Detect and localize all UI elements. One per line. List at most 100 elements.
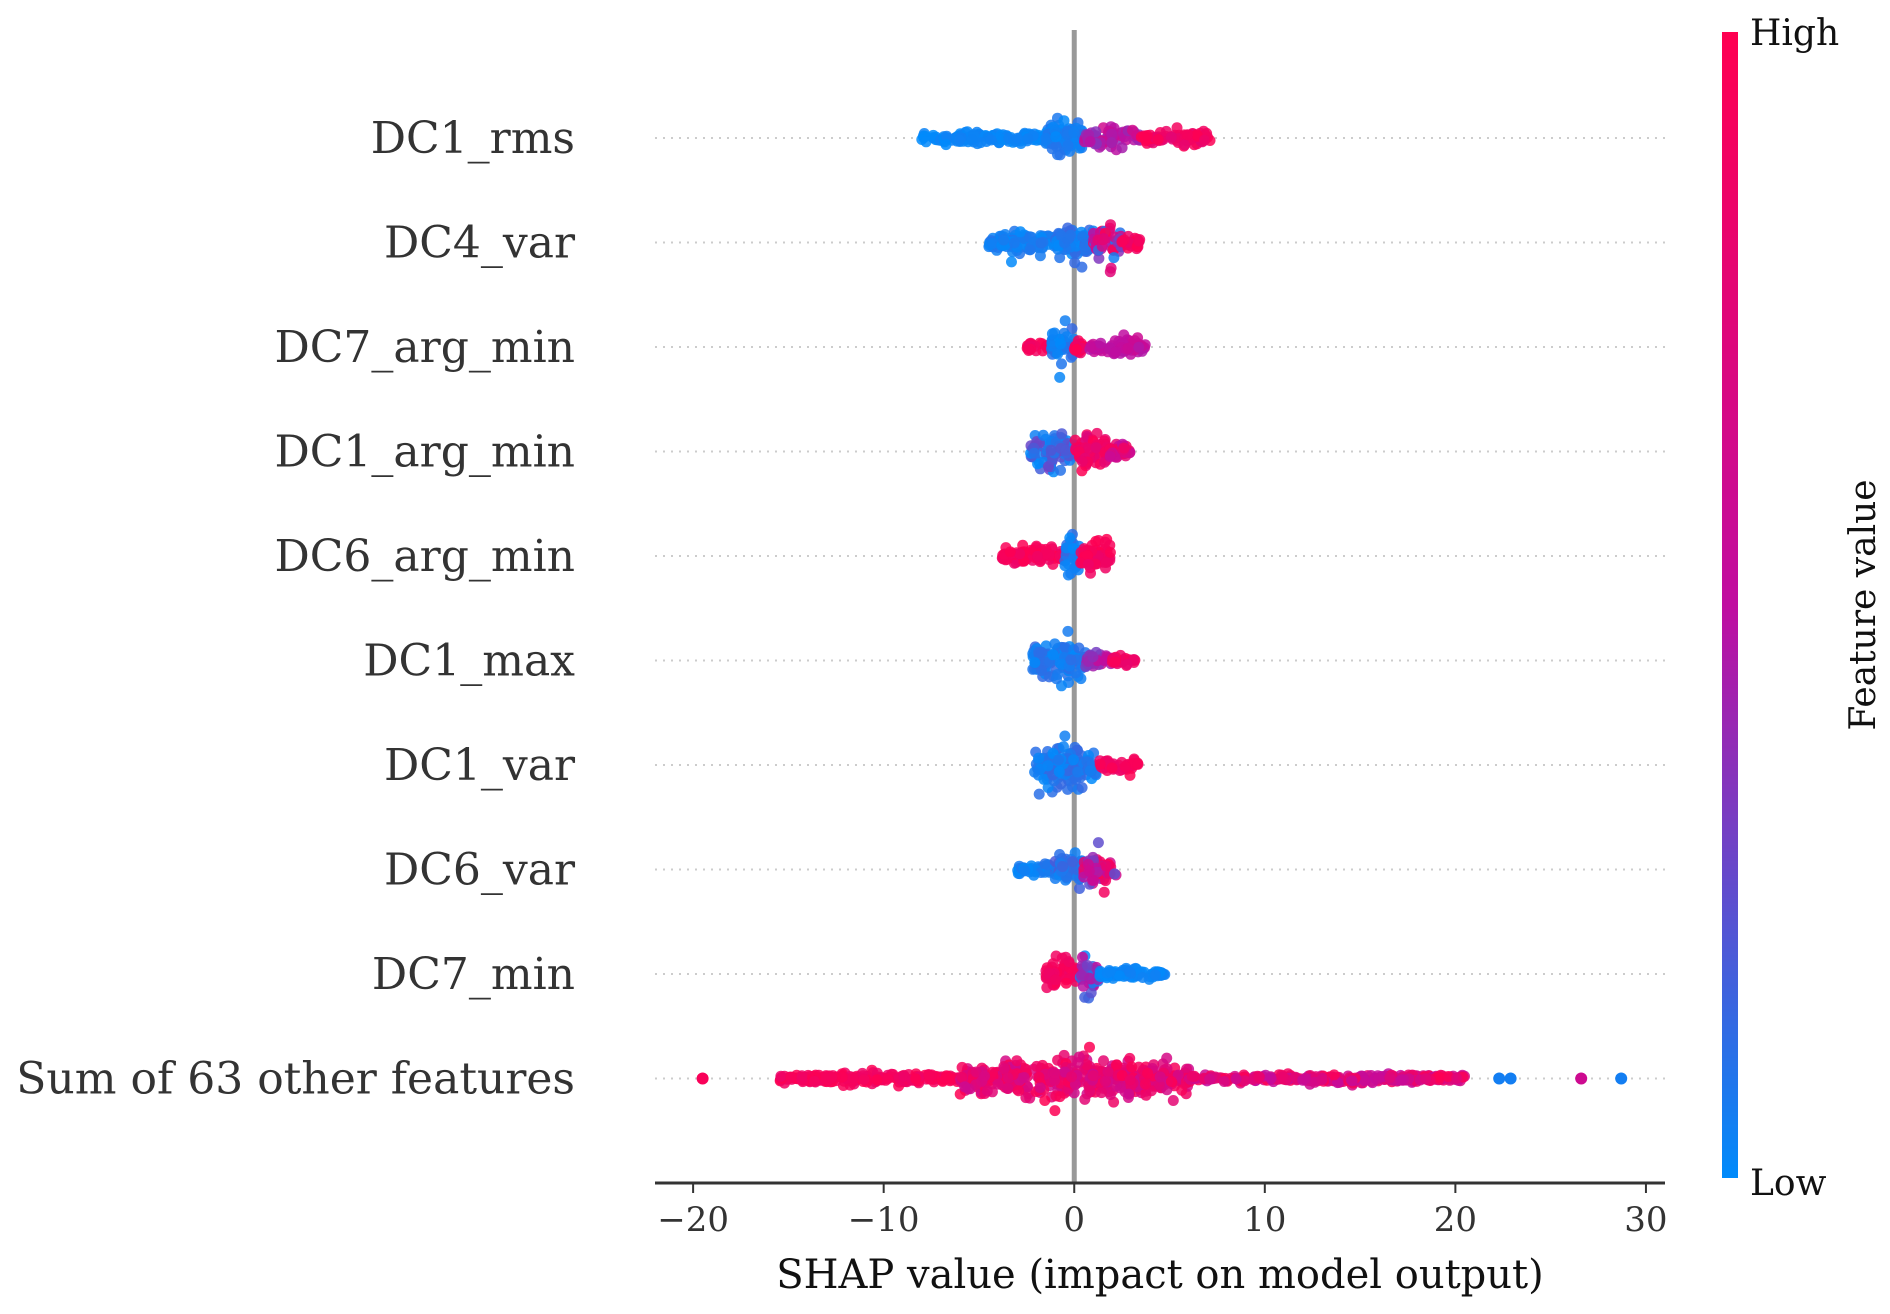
data-point [1076,969,1087,981]
data-point [1077,951,1088,963]
data-point [1033,646,1045,658]
data-point [1076,782,1088,794]
feature-label: DC4_var [384,218,576,269]
data-point [1092,837,1104,849]
data-point [1104,547,1116,558]
data-point [1056,358,1067,370]
data-point [1011,132,1023,144]
data-point [1042,760,1054,772]
data-point [1033,788,1045,800]
x-axis: −20 −10 0 10 20 30 [655,1181,1668,1240]
data-point [1119,761,1131,773]
row-gridlines [655,137,1665,1080]
data-point [956,1071,968,1083]
data-point [1052,669,1064,680]
data-point [1046,340,1058,352]
data-point [1057,861,1068,872]
data-point [1050,131,1062,143]
data-point [941,130,953,142]
data-point [970,1066,982,1078]
data-point [1171,122,1183,134]
data-point [1165,1076,1177,1087]
data-point [1050,974,1062,986]
data-point [1230,1073,1242,1085]
data-point [1085,567,1096,579]
data-point [796,1070,808,1082]
data-point [1088,874,1099,886]
outlier-point [1493,1072,1506,1085]
data-point [910,1073,922,1085]
data-point [1106,762,1118,774]
data-point [1002,1072,1014,1084]
data-point [1204,1073,1216,1085]
data-point [1033,752,1044,764]
data-point [1047,649,1059,661]
data-point [1052,348,1064,360]
data-point [1006,256,1017,268]
beeswarm-points [696,112,1628,1117]
data-point [1067,856,1079,868]
data-point [1054,1091,1066,1103]
data-point [1082,858,1094,870]
data-point [981,1085,993,1097]
data-point [1046,143,1058,155]
data-point [1060,444,1072,456]
data-point [1100,1075,1111,1087]
data-point [1053,766,1065,778]
data-point [1442,1071,1454,1082]
data-point [1079,240,1091,252]
data-point [808,1075,820,1087]
data-point [1049,1068,1061,1079]
data-point [1074,883,1085,894]
x-tick-label: 30 [1624,1200,1667,1240]
data-point [1056,428,1068,440]
data-point [1081,960,1093,971]
data-point [1019,865,1031,877]
x-tick-label: 20 [1434,1200,1477,1240]
data-point [1058,741,1069,753]
x-tick-label: 10 [1243,1200,1286,1240]
data-point [1395,1074,1407,1086]
data-point [975,137,987,149]
data-point [1069,434,1081,446]
data-point [1037,236,1049,248]
data-point [1110,346,1122,358]
data-point [1154,1071,1166,1083]
data-point [1095,337,1107,349]
data-point [1316,1074,1328,1086]
data-point [1082,558,1094,570]
data-point [1038,773,1050,785]
data-point [1104,266,1116,278]
data-point [966,134,978,146]
data-point [1029,766,1041,778]
data-point [1099,536,1111,548]
data-point [1032,550,1043,562]
data-point [946,1073,958,1085]
data-point [1017,539,1029,551]
data-point [1014,226,1026,238]
data-point [1079,1093,1091,1105]
colorbar-high-label: High [1750,13,1839,54]
data-point [1265,1072,1277,1084]
data-point [1116,142,1128,154]
data-point [1218,1076,1230,1087]
data-point [1122,342,1134,354]
data-point [1046,328,1058,340]
feature-label: DC1_max [363,636,575,687]
data-point [1002,1082,1014,1094]
data-point [1060,977,1072,989]
data-point [1094,758,1106,770]
colorbar [1722,32,1738,1178]
data-point [1054,252,1066,264]
data-point [1097,234,1109,246]
data-point [1068,754,1079,766]
data-point [1109,868,1121,880]
data-point [1451,1072,1463,1084]
data-point [882,1073,894,1085]
data-point [1084,765,1096,777]
data-point [985,134,997,146]
data-point [1420,1073,1432,1085]
data-point [1033,1071,1045,1083]
data-point [1077,231,1089,243]
